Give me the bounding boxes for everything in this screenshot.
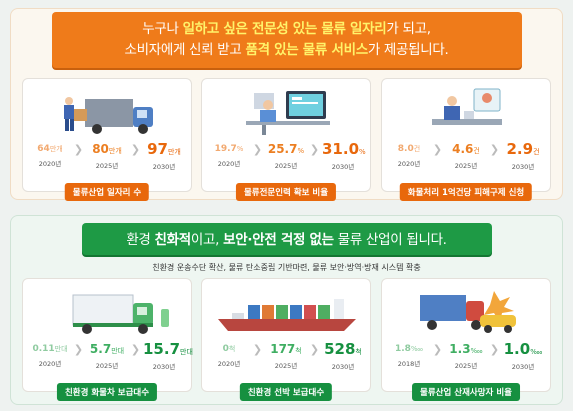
customer-service-icon	[432, 88, 502, 125]
metric-2020: 19.7% 2020년	[214, 144, 244, 168]
card-eco-ships: 0척 2020년 ❯ 177척 2025년 ❯ 528척 2030년 친환경 선박 보…	[201, 278, 371, 401]
card-logistics-experts: 19.7% 2020년 ❯ 25.7% 2025년 ❯ 31.0% 2030년 물류전…	[201, 78, 371, 201]
arrow-icon: ❯	[130, 143, 141, 156]
metric-2030: 528척 2030년	[324, 340, 362, 371]
card-damage-relief: 8.0건 2020년 ❯ 4.6건 2025년 ❯ 2.9건 2030년 화물처리 1…	[381, 78, 551, 201]
metric-2030: 97만개 2030년	[147, 140, 181, 171]
metric-2025: 4.6건 2025년	[452, 142, 480, 170]
metric-2030: 1.0‱ 2030년	[503, 340, 543, 371]
card-label: 물류전문인력 확보 비율	[235, 183, 337, 201]
metrics-row: 8.0건 2020년 ❯ 4.6건 2025년 ❯ 2.9건 2030년	[388, 141, 544, 173]
card-label: 친환경 선박 보급대수	[239, 383, 333, 401]
top-banner: 누구나 일하고 싶은 전문성 있는 물류 일자리가 되고, 소비자에게 신뢰 받…	[51, 12, 522, 68]
metric-2018: 1.8‱ 2018년	[394, 344, 424, 368]
card-label: 물류산업 산재사망자 비율	[412, 383, 520, 401]
bottom-subtitle: 친환경 운송수단 확산, 물류 탄소중립 기반마련, 물류 보안·방역·방재 시…	[152, 263, 421, 272]
metrics-row: 0.11만대 2020년 ❯ 5.7만대 2025년 ❯ 15.7만대 2030년	[29, 340, 193, 373]
truck-collision-icon	[420, 291, 516, 333]
metric-2020: 0척 2020년	[217, 344, 241, 368]
top-banner-line-1: 누구나 일하고 싶은 전문성 있는 물류 일자리가 되고,	[142, 21, 431, 37]
metric-2025: 1.3‱ 2025년	[449, 342, 483, 370]
metrics-row: 64만개 2020년 ❯ 80만개 2025년 ❯ 97만개 2030년	[29, 141, 185, 173]
card-industrial-fatality: 1.8‱ 2018년 ❯ 1.3‱ 2025년 ❯ 1.0‱ 2030년 물류산업 산…	[381, 278, 551, 401]
arrow-icon: ❯	[489, 143, 500, 156]
arrow-icon: ❯	[489, 343, 500, 356]
arrow-icon: ❯	[309, 143, 320, 156]
delivery-truck-worker-icon	[64, 97, 153, 134]
card-label: 물류산업 일자리 수	[64, 183, 150, 201]
card-eco-trucks: 0.11만대 2020년 ❯ 5.7만대 2025년 ❯ 15.7만대 2030년 친…	[22, 278, 193, 401]
metric-2020: 8.0건 2020년	[397, 144, 421, 168]
arrow-icon: ❯	[130, 343, 141, 356]
arrow-icon: ❯	[73, 143, 84, 156]
metrics-row: 1.8‱ 2018년 ❯ 1.3‱ 2025년 ❯ 1.0‱ 2030년	[388, 341, 544, 373]
metric-2025: 5.7만대 2025년	[89, 342, 125, 370]
arrow-icon: ❯	[432, 143, 443, 156]
top-banner-line-2: 소비자에게 신뢰 받고 품격 있는 물류 서비스가 제공됩니다.	[124, 42, 449, 58]
arrow-icon: ❯	[73, 343, 84, 356]
card-logistics-jobs: 64만개 2020년 ❯ 80만개 2025년 ❯ 97만개 2030년 물류산업 일…	[22, 78, 192, 201]
metric-2025: 80만개 2025년	[92, 142, 122, 170]
metrics-row: 0척 2020년 ❯ 177척 2025년 ❯ 528척 2030년	[208, 341, 364, 373]
eco-truck-icon	[72, 294, 169, 334]
metric-2025: 25.7% 2025년	[267, 142, 305, 170]
arrow-icon: ❯	[252, 143, 263, 156]
metric-2020: 0.11만대 2020년	[32, 344, 68, 368]
card-label: 친환경 화물차 보급대수	[56, 383, 158, 401]
metrics-row: 19.7% 2020년 ❯ 25.7% 2025년 ❯ 31.0% 2030년	[208, 140, 366, 173]
computer-worker-icon	[246, 91, 330, 135]
container-ship-icon	[218, 299, 356, 331]
metric-2020: 64만개 2020년	[37, 144, 63, 168]
bottom-banner: 환경 친화적이고, 보안·안전 걱정 없는 물류 산업이 됩니다.	[81, 223, 492, 255]
metric-2030: 31.0% 2030년	[322, 140, 366, 171]
metric-2030: 2.9건 2030년	[506, 140, 540, 171]
arrow-icon: ❯	[252, 343, 263, 356]
card-label: 화물처리 1억건당 피해구제 신청	[399, 183, 533, 201]
arrow-icon: ❯	[309, 343, 320, 356]
metric-2025: 177척 2025년	[270, 342, 302, 370]
bottom-banner-line: 환경 친화적이고, 보안·안전 걱정 없는 물류 산업이 됩니다.	[126, 232, 447, 248]
arrow-icon: ❯	[432, 343, 443, 356]
metric-2030: 15.7만대 2030년	[143, 340, 193, 371]
